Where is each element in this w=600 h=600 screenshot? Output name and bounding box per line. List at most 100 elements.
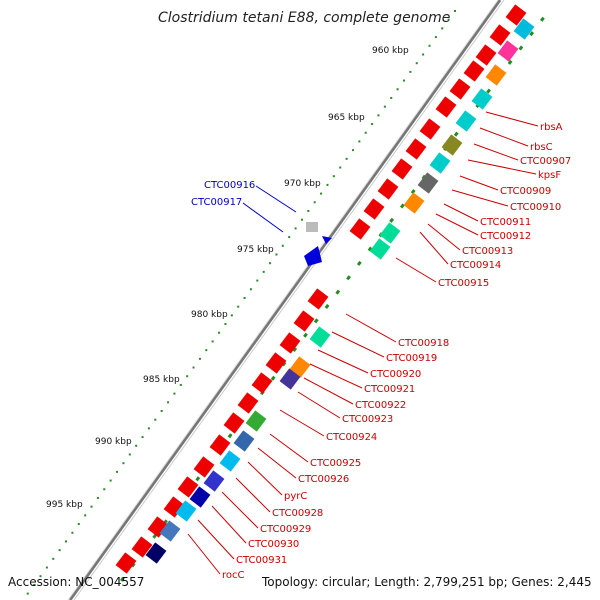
gene-leader-line [443,203,479,222]
gene-feature [203,470,225,492]
gene-feature [279,368,301,390]
gene-feature [369,238,391,260]
tick-dot [313,201,316,204]
gene-leader-line [279,409,325,437]
gene-label-rocC: rocC [222,570,245,581]
gene-leader-line [427,223,461,251]
tick-dot [256,279,259,282]
gene-feature [237,392,259,414]
gene-label-CTC00929: CTC00929 [260,524,311,535]
gene-label-CTC00931: CTC00931 [236,555,287,566]
tick-dot [77,523,80,526]
gene-feature [209,434,231,456]
gene-leader-line [257,447,297,479]
gene-feature [131,536,153,558]
tick-dot [141,436,144,439]
tick-mark [227,433,233,439]
tick-mark [324,303,330,309]
gene-leader-line [309,363,363,389]
gene-label-CTC00913: CTC00913 [462,246,513,257]
tick-mark [313,318,319,324]
gene-label-CTC00910: CTC00910 [510,202,561,213]
gene-feature [307,288,329,310]
gene-label-CTC00917: CTC00917 [191,197,242,208]
gene-feature [279,332,301,354]
gene-feature [379,222,401,244]
gene-label-CTC00909: CTC00909 [500,186,551,197]
tick-dot [122,462,125,465]
gene-feature [251,372,273,394]
tick-dot [390,96,393,99]
kbp-label: 960 kbp [372,46,409,56]
tick-dot [26,592,29,595]
gene-leader-line [331,331,385,358]
tick-dot [383,105,386,108]
gene-feature [293,310,315,332]
tick-dot [364,131,367,134]
gene-feature [435,96,457,118]
tick-mark [486,88,491,94]
gene-leader-line [187,533,221,575]
tick-mark [335,289,341,295]
gene-label-CTC00924: CTC00924 [326,432,377,443]
tick-dot [402,79,405,82]
tick-dot [294,227,297,230]
tick-dot [167,401,170,404]
gene-feature [115,552,137,574]
tick-dot [300,218,303,221]
genome-backbone [67,0,505,600]
reverse-strand-labels: CTC00916 CTC00917 [191,180,297,233]
gene-label-pyrC: pyrC [284,491,307,502]
tick-dot [339,166,342,169]
tick-dot [71,531,74,534]
gene-leader-line [247,461,283,496]
gene-feature [455,110,477,132]
gene-label-CTC00926: CTC00926 [298,474,349,485]
gene-leader-line [467,159,537,175]
gene-label-CTC00930: CTC00930 [248,539,299,550]
gene-feature [189,486,211,508]
tick-dot [351,149,354,152]
tick-dot [116,470,119,473]
gene-leader-line [395,257,437,283]
gene-feature [193,456,215,478]
gene-feature [513,18,535,40]
tick-dot [281,244,284,247]
tick-dot [147,427,150,430]
tick-dot [52,557,55,560]
gene-label-CTC00918: CTC00918 [398,338,449,349]
forward-strand-labels: rbsA rbsC CTC00907 kpsF CTC00909 CTC00910 CTC0… [187,111,571,581]
tick-dot [428,44,431,47]
gene-feature [429,152,451,174]
gene-feature [147,516,169,538]
tick-dot [269,262,272,265]
kbp-label: 970 kbp [284,179,321,189]
tick-mark [119,576,125,582]
gene-feature [449,78,471,100]
tick-dot [371,123,374,126]
gene-label-CTC00922: CTC00922 [355,400,406,411]
tick-dot [33,583,36,586]
gene-feature [403,192,425,214]
gene-feature [363,198,385,220]
gene-feature [233,430,255,452]
tick-dot [326,183,329,186]
gene-feature [463,60,485,82]
tick-dot [237,305,240,308]
accession-text: Accession: NC_004557 [8,575,144,589]
gene-feature [471,88,493,110]
gene-feature [177,476,199,498]
tick-dot [39,575,42,578]
gene-feature [306,222,318,232]
tick-mark [453,131,459,137]
tick-dot [441,27,444,30]
tick-dot [243,296,246,299]
tick-mark [507,59,513,65]
tick-dot [447,18,450,21]
tick-mark [346,275,351,281]
gene-label-CTC00911: CTC00911 [480,217,531,228]
gene-feature [219,450,241,472]
kbp-label: 980 kbp [191,310,228,320]
tick-dot [415,62,418,65]
